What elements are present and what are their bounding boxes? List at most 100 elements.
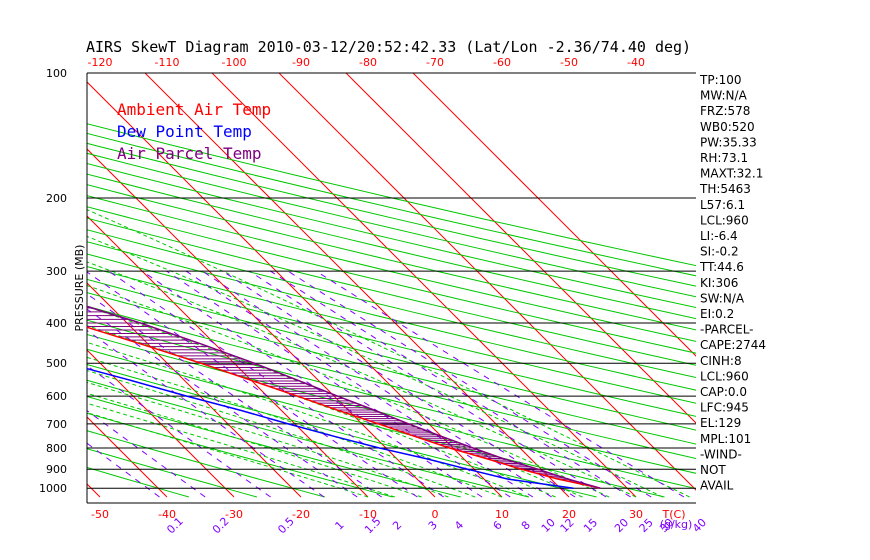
index-label: CINH:8 xyxy=(700,354,742,368)
moist-adiabat-line xyxy=(87,261,637,498)
index-label: CAPE:2744 xyxy=(700,338,766,352)
dry-adiabat-line xyxy=(87,142,696,287)
mixing-ratio-unit: (g/kg) xyxy=(660,518,693,531)
moist-adiabat-line xyxy=(87,412,369,498)
dry-adiabat-line xyxy=(87,278,696,431)
dry-adiabat-line xyxy=(87,173,696,320)
y-tick-label: 500 xyxy=(46,357,67,370)
chart-title: AIRS SkewT Diagram 2010-03-12/20:52:42.3… xyxy=(86,38,691,56)
dry-adiabat-line xyxy=(87,430,325,498)
dry-adiabat-line xyxy=(87,266,696,417)
dry-adiabat-line xyxy=(87,217,696,366)
index-label: -WIND- xyxy=(700,447,742,461)
x-tick-label: -50 xyxy=(91,508,109,521)
index-label: LI:-6.4 xyxy=(700,229,738,243)
moist-adiabat-line xyxy=(87,325,556,498)
dry-adiabat-line xyxy=(87,395,461,498)
dry-adiabat-line xyxy=(87,292,696,445)
index-label: MPL:101 xyxy=(700,432,751,446)
legend-item: Dew Point Temp xyxy=(117,122,252,141)
mixing-ratio-line xyxy=(87,308,358,498)
dry-adiabat-line xyxy=(87,163,696,309)
isotherm-line xyxy=(211,73,637,498)
top-tick-label: -40 xyxy=(627,56,645,69)
mixing-ratio-line xyxy=(87,410,206,498)
dry-adiabat-line xyxy=(87,305,696,460)
y-tick-label: 1000 xyxy=(39,482,67,495)
index-label: NOT xyxy=(700,463,726,477)
x-unit-label: T(C) xyxy=(662,508,686,521)
mixing-ratio-line xyxy=(87,442,160,498)
index-label: AVAIL xyxy=(700,479,734,493)
dry-adiabat-line xyxy=(87,195,696,342)
top-tick-label: -90 xyxy=(292,56,310,69)
top-tick-label: -60 xyxy=(493,56,511,69)
legend: Ambient Air Temp Dew Point Temp Air Parcel… xyxy=(117,100,271,163)
legend-item: Air Parcel Temp xyxy=(117,144,262,163)
index-label: PW:35.33 xyxy=(700,135,757,149)
dry-adiabat-line xyxy=(87,333,696,490)
mixing-ratio-line xyxy=(87,271,418,498)
index-label: RH:73.1 xyxy=(700,151,748,165)
index-label: MW:N/A xyxy=(700,89,748,103)
index-label: LFC:945 xyxy=(700,401,749,415)
index-label: L57:6.1 xyxy=(700,198,745,212)
isotherm-line xyxy=(87,349,235,498)
y-tick-label: 700 xyxy=(46,418,67,431)
y-tick-label: 800 xyxy=(46,442,67,455)
isotherm-line xyxy=(278,73,696,491)
isobars xyxy=(86,72,696,504)
mixing-ratio-line xyxy=(270,270,631,498)
dry-adiabat-line xyxy=(87,184,696,331)
index-label: EL:129 xyxy=(700,416,741,430)
moist-adiabat-line xyxy=(87,392,422,498)
profile-air-parcel-temp xyxy=(87,305,601,489)
moist-adiabat-line xyxy=(87,284,610,498)
index-label: EI:0.2 xyxy=(700,307,734,321)
x-tick-label: -40 xyxy=(158,508,176,521)
y-tick-label: 100 xyxy=(46,67,67,80)
moist-adiabat-line xyxy=(87,381,449,498)
dry-adiabat-line xyxy=(87,229,696,379)
mixing-ratio-label: 8 xyxy=(519,518,533,532)
mixing-ratio-line xyxy=(185,270,534,498)
mixing-ratio-line xyxy=(202,270,552,498)
isotherm-line xyxy=(87,81,503,498)
index-label: -PARCEL- xyxy=(700,323,754,337)
index-label: LCL:960 xyxy=(700,369,749,383)
index-label: TP:100 xyxy=(699,73,742,87)
dry-adiabat-line xyxy=(87,319,696,474)
background-lines xyxy=(0,73,696,498)
moist-adiabat-line xyxy=(87,341,529,498)
isotherm-line xyxy=(0,73,33,497)
top-tick-label: -70 xyxy=(426,56,444,69)
top-tick-label: -80 xyxy=(359,56,377,69)
index-label: MAXT:32.1 xyxy=(700,167,763,181)
isotherm-line xyxy=(345,73,696,424)
y-axis-label: PRESSURE (MB) xyxy=(73,245,86,332)
x-tick-label: 0 xyxy=(432,508,439,521)
top-tick-label: -120 xyxy=(88,56,113,69)
profile-ambient-air-temp xyxy=(87,326,601,489)
index-label: WB0:520 xyxy=(700,120,755,134)
index-label: TT:44.6 xyxy=(699,260,744,274)
mixing-ratio-line xyxy=(108,270,444,498)
legend-item: Ambient Air Temp xyxy=(117,100,271,119)
index-label: KI:306 xyxy=(700,276,738,290)
moist-adiabat-line xyxy=(87,209,690,498)
dry-adiabat-line xyxy=(87,363,597,498)
dry-adiabat-line xyxy=(87,132,696,277)
top-tick-label: -100 xyxy=(222,56,247,69)
moist-adiabat-line xyxy=(87,370,476,498)
moist-adiabat-line xyxy=(87,306,583,498)
profiles xyxy=(87,305,601,489)
dry-adiabat-line xyxy=(87,206,696,354)
y-tick-label: 400 xyxy=(46,317,67,330)
index-label: SI:-0.2 xyxy=(700,245,739,259)
dry-adiabat-line xyxy=(87,241,696,391)
mixing-ratio-line xyxy=(222,270,576,498)
dry-adiabat-line xyxy=(87,123,696,267)
